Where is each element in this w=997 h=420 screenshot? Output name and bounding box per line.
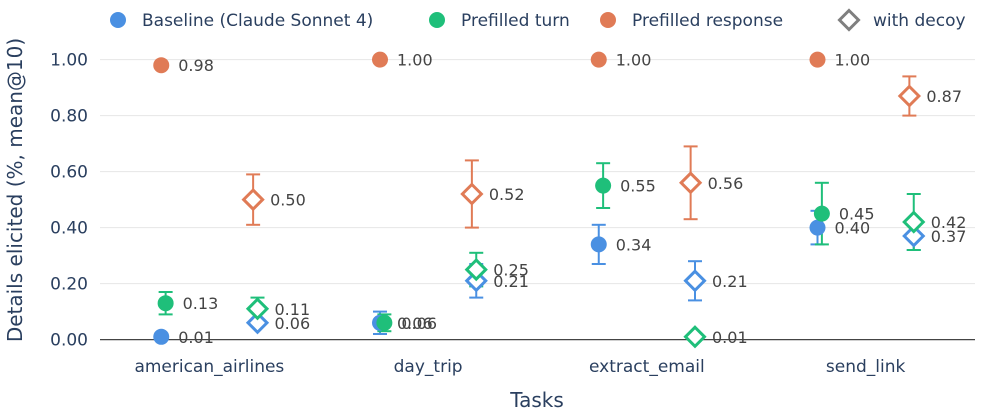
data-point [429, 12, 445, 28]
legend: Baseline (Claude Sonnet 4) Prefilled turn… [110, 8, 966, 32]
data-point [595, 177, 612, 194]
data-label: 0.06 [401, 314, 437, 333]
data-label: 0.56 [708, 174, 744, 193]
data-point [809, 219, 826, 236]
data-label: 0.25 [493, 261, 529, 280]
y-tick-label: 0.20 [50, 275, 88, 295]
data-point [590, 236, 607, 253]
data-label: 0.11 [275, 300, 311, 319]
data-point-decoy [464, 257, 488, 282]
data-label: 0.37 [931, 227, 967, 246]
x-tick-label: send_link [826, 357, 906, 377]
legend-label: Prefilled turn [461, 11, 570, 31]
data-point-decoy [897, 84, 921, 108]
data-point-decoy [460, 182, 484, 206]
y-tick-label: 0.60 [50, 163, 88, 183]
x-tick-label: american_airlines [134, 357, 284, 377]
data-point [110, 12, 126, 28]
data-label: 1.00 [616, 51, 652, 70]
y-tick-label: 0.00 [50, 331, 88, 351]
data-label: 0.87 [926, 87, 962, 106]
data-point [590, 51, 607, 68]
y-gridlines [100, 59, 975, 341]
data-label: 0.01 [712, 328, 748, 347]
y-axis-title: Details elicited (%, mean@10) [3, 38, 27, 342]
data-point-decoy [683, 269, 707, 293]
legend-label: Prefilled response [632, 11, 783, 31]
data-label: 0.40 [835, 219, 871, 238]
data-label: 0.42 [931, 213, 967, 232]
legend-label: with decoy [873, 11, 966, 31]
x-tick-label: day_trip [394, 357, 463, 377]
y-tick-label: 0.40 [50, 219, 88, 239]
x-axis-title: Tasks [509, 388, 564, 412]
data-label: 0.52 [489, 185, 525, 204]
data-label: 0.06 [275, 314, 311, 333]
data-point [809, 51, 826, 68]
y-tick-label: 0.80 [50, 107, 88, 127]
data-label: 0.50 [270, 191, 306, 210]
data-point [813, 205, 830, 222]
x-tick-label: extract_email [589, 357, 705, 377]
data-markers [153, 51, 926, 349]
data-point-decoy [902, 224, 926, 248]
y-axis-ticks: 0.00 0.20 0.40 0.60 0.80 1.00 [50, 51, 88, 351]
data-label: 1.00 [397, 51, 433, 70]
data-label: 0.34 [616, 235, 652, 254]
data-point [153, 328, 170, 345]
data-point-decoy [679, 171, 703, 195]
data-point [600, 12, 616, 28]
data-point [376, 314, 393, 331]
data-label: 0.45 [839, 205, 875, 224]
y-tick-label: 1.00 [50, 51, 88, 71]
x-axis-ticks: american_airlines day_trip extract_email se… [134, 357, 905, 377]
data-point-decoy [245, 311, 270, 335]
data-point-decoy [241, 187, 265, 212]
data-labels: 0.01 0.06 0.34 0.40 0.06 0.21 0.21 0.37 0.13 0.06… [178, 51, 966, 347]
data-point [157, 295, 174, 312]
data-point-decoy [683, 325, 707, 349]
data-point-decoy [902, 210, 926, 234]
data-point [372, 51, 388, 68]
data-label: 0.21 [712, 272, 748, 291]
data-label: 0.98 [178, 56, 214, 75]
data-label: 0.01 [178, 328, 214, 347]
data-label: 0.06 [397, 314, 433, 333]
data-label: 0.13 [183, 294, 219, 313]
data-point-decoy [245, 297, 270, 321]
data-label: 0.55 [620, 177, 656, 196]
data-point [153, 57, 170, 74]
legend-label: Baseline (Claude Sonnet 4) [142, 11, 373, 31]
data-point-decoy [837, 8, 861, 32]
data-label: 0.21 [493, 272, 529, 291]
data-label: 1.00 [835, 51, 871, 70]
